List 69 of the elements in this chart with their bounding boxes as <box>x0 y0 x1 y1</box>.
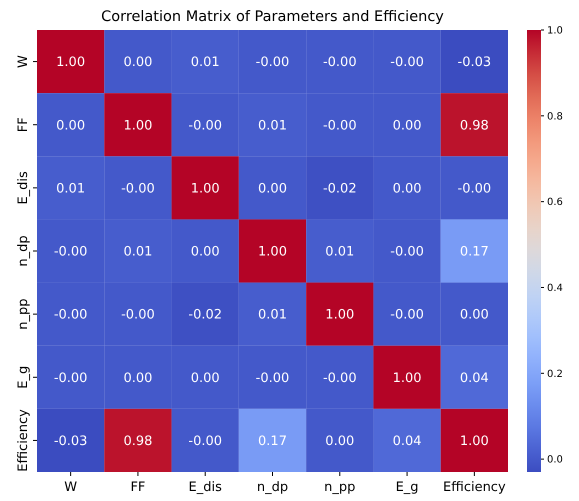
color-bar-label: 0.0 <box>547 454 563 466</box>
data-label: 0.01 <box>258 308 287 323</box>
y-tick-label: FF <box>16 117 31 132</box>
data-label: -0.00 <box>54 370 88 386</box>
data-label: 0.01 <box>325 244 354 260</box>
x-tick-label: W <box>64 480 78 495</box>
data-label: 0.00 <box>123 55 152 70</box>
data-label: 0.01 <box>56 181 86 196</box>
data-label: 0.00 <box>190 370 220 386</box>
data-label: 1.00 <box>56 55 86 70</box>
data-label: 0.98 <box>123 434 152 449</box>
data-label: -0.03 <box>458 55 492 70</box>
x-tick-label: FF <box>130 480 146 495</box>
x-tick-label: n_dp <box>256 480 288 495</box>
y-tick-label: n_pp <box>16 298 31 330</box>
data-label: -0.00 <box>188 118 222 134</box>
data-label: 0.04 <box>460 370 489 386</box>
data-label: 0.00 <box>190 244 220 260</box>
color-bar-label: 0.4 <box>547 282 563 294</box>
x-tick-label: E_dis <box>188 480 222 495</box>
data-label: -0.00 <box>121 308 155 323</box>
data-label: -0.00 <box>188 434 222 449</box>
data-label: -0.00 <box>322 55 357 70</box>
data-label: 1.00 <box>190 181 220 196</box>
data-label: 0.00 <box>392 181 422 196</box>
data-label: -0.00 <box>322 118 357 134</box>
data-label: 0.00 <box>123 370 152 386</box>
data-label: -0.00 <box>54 244 88 260</box>
data-label: 0.00 <box>392 118 422 134</box>
y-tick-label: E_g <box>16 366 31 389</box>
x-tick-label: E_g <box>396 480 419 495</box>
color-bar-label: 0.2 <box>547 368 563 380</box>
data-label: 0.04 <box>392 434 422 449</box>
data-label: 0.00 <box>258 181 287 196</box>
data-label: -0.00 <box>390 244 424 260</box>
data-label: 0.01 <box>123 244 152 260</box>
data-label: -0.00 <box>458 181 492 196</box>
color-bar-label: 1.0 <box>547 26 563 36</box>
data-label: -0.00 <box>121 181 155 196</box>
data-label: -0.00 <box>256 370 290 386</box>
data-label: 1.00 <box>392 370 422 386</box>
data-label: 1.00 <box>123 118 152 134</box>
x-tick-label: Efficiency <box>443 480 506 495</box>
data-label: -0.00 <box>322 370 357 386</box>
color-bar-label: 0.8 <box>547 111 563 122</box>
chart-title: Correlation Matrix of Parameters and Efficiency <box>101 9 444 25</box>
x-tick-label: n_pp <box>324 480 356 495</box>
data-label: 0.00 <box>56 118 86 134</box>
y-tick-label: n_dp <box>16 235 31 267</box>
y-tick-label: W <box>16 55 31 68</box>
data-label: -0.03 <box>54 434 88 449</box>
data-label: 0.00 <box>325 434 354 449</box>
data-label: -0.02 <box>322 181 357 196</box>
data-label: -0.00 <box>390 55 424 70</box>
data-label: 0.00 <box>460 308 489 323</box>
data-label: 0.17 <box>258 434 287 449</box>
data-label: -0.02 <box>188 308 222 323</box>
data-label: -0.00 <box>390 308 424 323</box>
color-bar-label: 0.6 <box>547 197 563 208</box>
data-label: -0.00 <box>256 55 290 70</box>
data-label: 1.00 <box>325 308 354 323</box>
data-label: 0.01 <box>190 55 220 70</box>
data-label: 0.98 <box>460 118 489 134</box>
data-label: 1.00 <box>460 434 489 449</box>
y-tick-label: E_dis <box>16 170 31 205</box>
data-label: 1.00 <box>258 244 287 260</box>
data-label: 0.01 <box>258 118 287 134</box>
data-label: -0.00 <box>54 308 88 323</box>
data-label: 0.17 <box>460 244 489 260</box>
